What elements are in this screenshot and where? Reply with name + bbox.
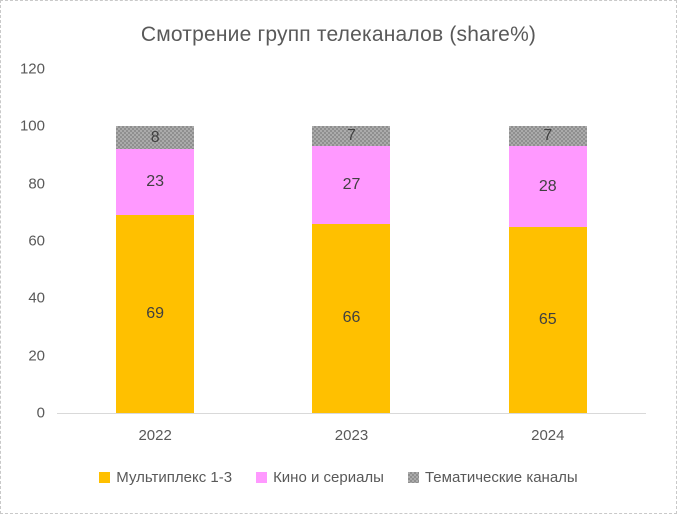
chart-legend: Мультиплекс 1-3 Кино и сериалы Тематически…: [1, 469, 676, 486]
legend-item: Мультиплекс 1-3: [99, 469, 232, 486]
bar-value-label: 65: [538, 310, 557, 328]
bar-slot: 65 28 7 2024: [450, 69, 646, 444]
legend-label: Мультиплекс 1-3: [116, 469, 233, 486]
stacked-bar: 65 28 7: [508, 69, 587, 413]
bar-value-label: 28: [538, 177, 557, 195]
y-axis-tick-label: 0: [36, 404, 45, 422]
x-axis-label: 2022: [138, 427, 172, 444]
bar-value-label: 23: [146, 173, 165, 191]
bar-value-label: 7: [543, 127, 553, 145]
plot-area: 69 23 8 2022 66 27 7 2023 65 28 7 2024: [57, 69, 646, 444]
y-axis-tick-label: 100: [19, 117, 45, 135]
y-axis-tick-label: 120: [19, 60, 45, 78]
legend-label: Кино и сериалы: [273, 469, 384, 486]
bar-value-label: 27: [342, 176, 361, 194]
bar-segment: 69: [116, 215, 195, 413]
x-axis-label: 2024: [531, 427, 565, 444]
legend-label: Тематические каналы: [424, 469, 578, 486]
bar-value-label: 8: [150, 128, 160, 146]
y-axis-tick-label: 80: [28, 175, 45, 193]
y-axis-tick-label: 40: [28, 289, 45, 307]
bar-segment: 66: [312, 223, 391, 413]
legend-swatch: [407, 472, 419, 483]
bar-slot: 66 27 7 2023: [253, 69, 449, 444]
chart-title: Смотрение групп телеканалов (share%): [140, 23, 537, 46]
stacked-bar: 69 23 8: [116, 69, 195, 413]
stacked-bar: 66 27 7: [312, 69, 391, 413]
bar-slot: 69 23 8 2022: [57, 69, 253, 444]
legend-item: Кино и сериалы: [256, 469, 384, 486]
bar-segment: 7: [312, 126, 391, 147]
bar-segment: 28: [508, 146, 587, 227]
chart-body: 0 20 40 60 80 100 120 69 23 8 2022 66 27 7 2023 65 28 7 2…: [1, 62, 646, 444]
x-axis-label: 2023: [334, 427, 369, 444]
bar-segment: 7: [508, 126, 587, 147]
bar-segment: 27: [312, 146, 391, 224]
legend-swatch: [256, 472, 268, 483]
bar-segment: 23: [116, 149, 195, 216]
bar-segment: 8: [116, 126, 195, 150]
bar-segment: 65: [508, 226, 587, 413]
y-axis-tick-label: 20: [28, 347, 45, 365]
legend-item: Тематические каналы: [407, 469, 578, 486]
y-axis-tick-label: 60: [28, 232, 45, 250]
legend-swatch: [99, 472, 111, 483]
bar-value-label: 69: [146, 305, 165, 323]
bar-value-label: 66: [342, 309, 361, 327]
bar-value-label: 7: [347, 127, 356, 145]
y-axis: 0 20 40 60 80 100 120: [1, 62, 57, 421]
